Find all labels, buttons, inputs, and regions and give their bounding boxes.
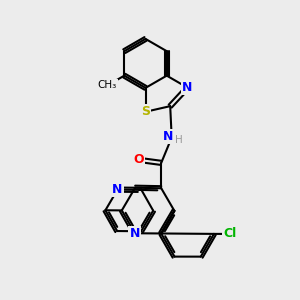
Text: CH₃: CH₃ bbox=[98, 80, 117, 90]
Text: N: N bbox=[130, 227, 140, 240]
Text: S: S bbox=[141, 105, 150, 118]
Text: Cl: Cl bbox=[224, 227, 237, 240]
Text: H: H bbox=[175, 135, 183, 145]
Text: N: N bbox=[163, 130, 173, 143]
Text: N: N bbox=[112, 183, 123, 196]
Text: N: N bbox=[182, 81, 193, 94]
Text: O: O bbox=[134, 153, 144, 167]
